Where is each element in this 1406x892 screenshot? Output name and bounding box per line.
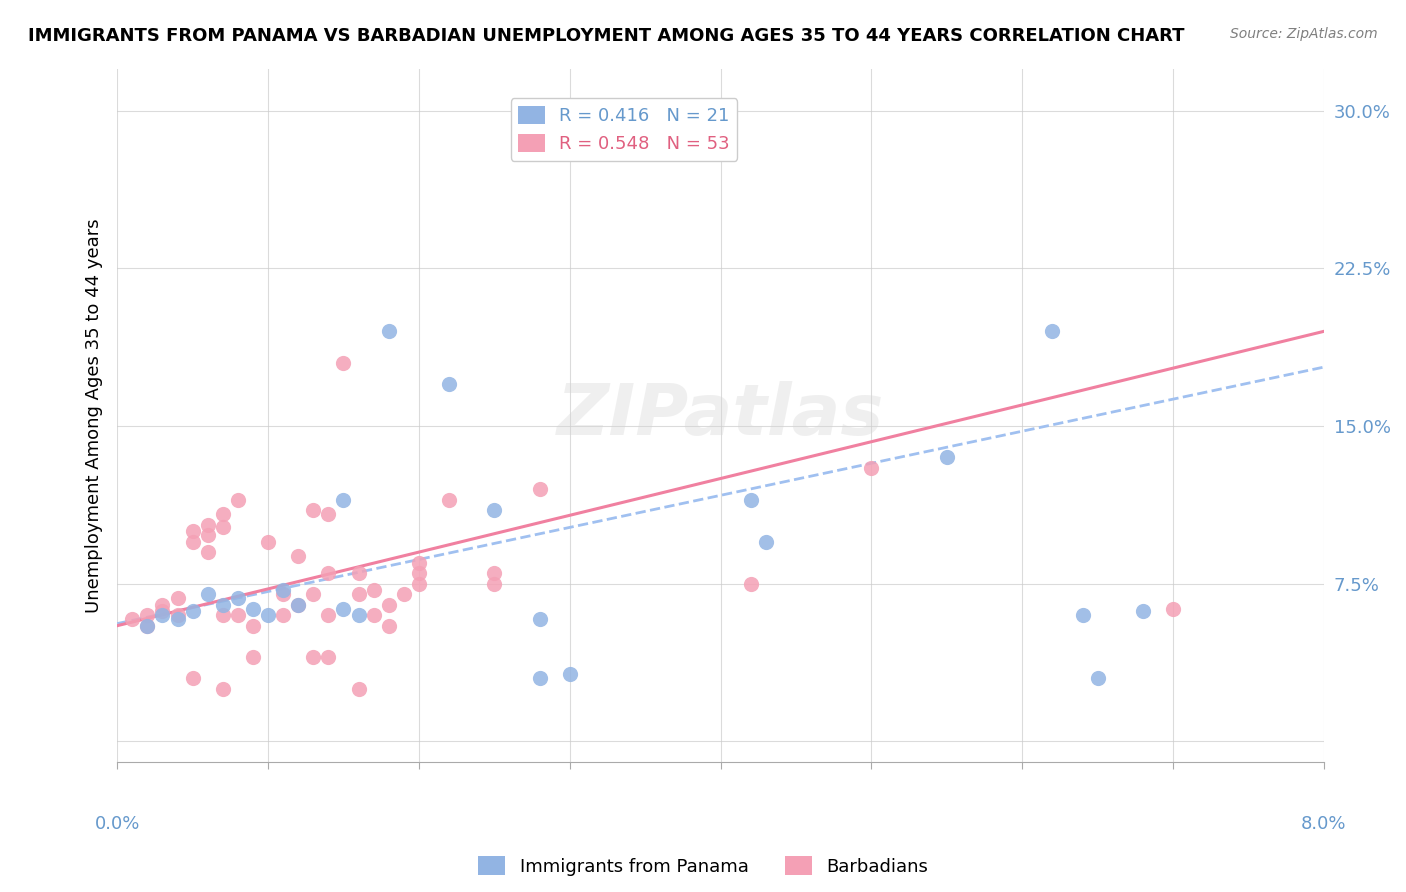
Point [484,566,506,581]
Text: 0.0%: 0.0% [94,815,139,833]
Point [181,524,204,538]
Legend: Immigrants from Panama, Barbadians: Immigrants from Panama, Barbadians [471,849,935,883]
Point [197,528,219,542]
Point [755,534,778,549]
Y-axis label: Unemployment Among Ages 35 to 44 years: Unemployment Among Ages 35 to 44 years [86,219,103,613]
Point [242,602,264,616]
Point [1132,604,1154,618]
Point [302,587,325,601]
Point [318,608,340,623]
Point [166,608,188,623]
Text: Source: ZipAtlas.com: Source: ZipAtlas.com [1230,27,1378,41]
Point [318,508,340,522]
Point [1071,608,1094,623]
Point [529,612,551,626]
Point [211,598,233,612]
Point [363,608,385,623]
Point [332,602,354,616]
Point [166,591,188,606]
Point [860,461,883,475]
Point [529,671,551,685]
Point [257,534,280,549]
Point [136,608,159,623]
Point [226,492,249,507]
Point [437,492,460,507]
Point [347,587,370,601]
Point [408,556,430,570]
Point [318,566,340,581]
Point [211,520,233,534]
Point [136,618,159,632]
Point [197,545,219,559]
Legend: R = 0.416   N = 21, R = 0.548   N = 53: R = 0.416 N = 21, R = 0.548 N = 53 [510,98,737,161]
Text: ZIPatlas: ZIPatlas [557,381,884,450]
Point [287,598,309,612]
Point [1343,108,1365,122]
Point [529,482,551,496]
Point [377,598,399,612]
Point [377,324,399,338]
Point [740,576,762,591]
Point [197,587,219,601]
Point [121,612,143,626]
Point [257,608,280,623]
Point [363,582,385,597]
Point [226,608,249,623]
Point [181,604,204,618]
Point [484,503,506,517]
Text: 8.0%: 8.0% [1301,815,1347,833]
Point [332,356,354,370]
Point [242,618,264,632]
Point [740,492,762,507]
Point [287,598,309,612]
Point [347,681,370,696]
Point [211,508,233,522]
Point [392,587,415,601]
Point [408,576,430,591]
Point [152,598,174,612]
Point [1087,671,1109,685]
Point [347,566,370,581]
Point [332,492,354,507]
Point [181,534,204,549]
Point [1161,602,1184,616]
Point [484,576,506,591]
Text: IMMIGRANTS FROM PANAMA VS BARBADIAN UNEMPLOYMENT AMONG AGES 35 TO 44 YEARS CORRE: IMMIGRANTS FROM PANAMA VS BARBADIAN UNEM… [28,27,1185,45]
Point [271,608,294,623]
Point [271,587,294,601]
Point [1042,324,1064,338]
Point [181,671,204,685]
Point [136,618,159,632]
Point [211,681,233,696]
Point [377,618,399,632]
Point [271,582,294,597]
Point [211,608,233,623]
Point [302,650,325,665]
Point [166,612,188,626]
Point [302,503,325,517]
Point [226,591,249,606]
Point [318,650,340,665]
Point [152,608,174,623]
Point [287,549,309,564]
Point [558,667,581,681]
Point [437,376,460,391]
Point [408,566,430,581]
Point [242,650,264,665]
Point [347,608,370,623]
Point [935,450,957,465]
Point [152,604,174,618]
Point [197,517,219,532]
